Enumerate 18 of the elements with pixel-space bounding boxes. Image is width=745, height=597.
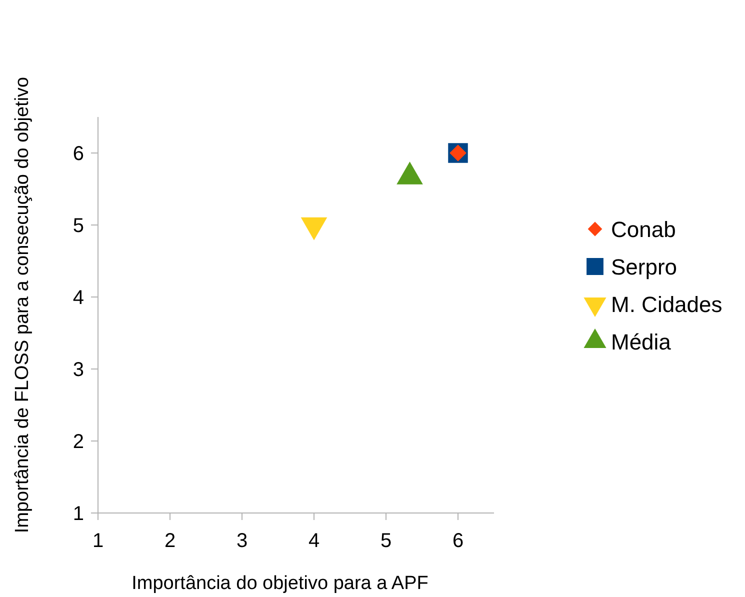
- x-tick-label: 6: [452, 530, 464, 552]
- y-axis-title: Importância de FLOSS para a consecução do objetivo: [12, 76, 33, 534]
- legend-label: Conab: [611, 217, 676, 242]
- x-axis-title: Importância do objetivo para a APF: [132, 573, 428, 594]
- x-tick-label: 5: [380, 530, 392, 552]
- legend-label: M. Cidades: [611, 292, 722, 317]
- y-tick-label: 1: [72, 503, 84, 525]
- y-tick-label: 3: [72, 359, 84, 381]
- y-tick-label: 5: [72, 215, 84, 237]
- x-tick-label: 1: [92, 530, 104, 552]
- y-tick-label: 6: [72, 143, 84, 165]
- x-tick-label: 3: [236, 530, 248, 552]
- y-tick-label: 2: [72, 431, 84, 453]
- legend-label: Média: [611, 330, 672, 354]
- x-tick-label: 4: [308, 530, 320, 552]
- y-tick-label: 4: [72, 287, 84, 309]
- legend-label: Serpro: [611, 254, 678, 280]
- x-tick-label: 2: [164, 530, 176, 552]
